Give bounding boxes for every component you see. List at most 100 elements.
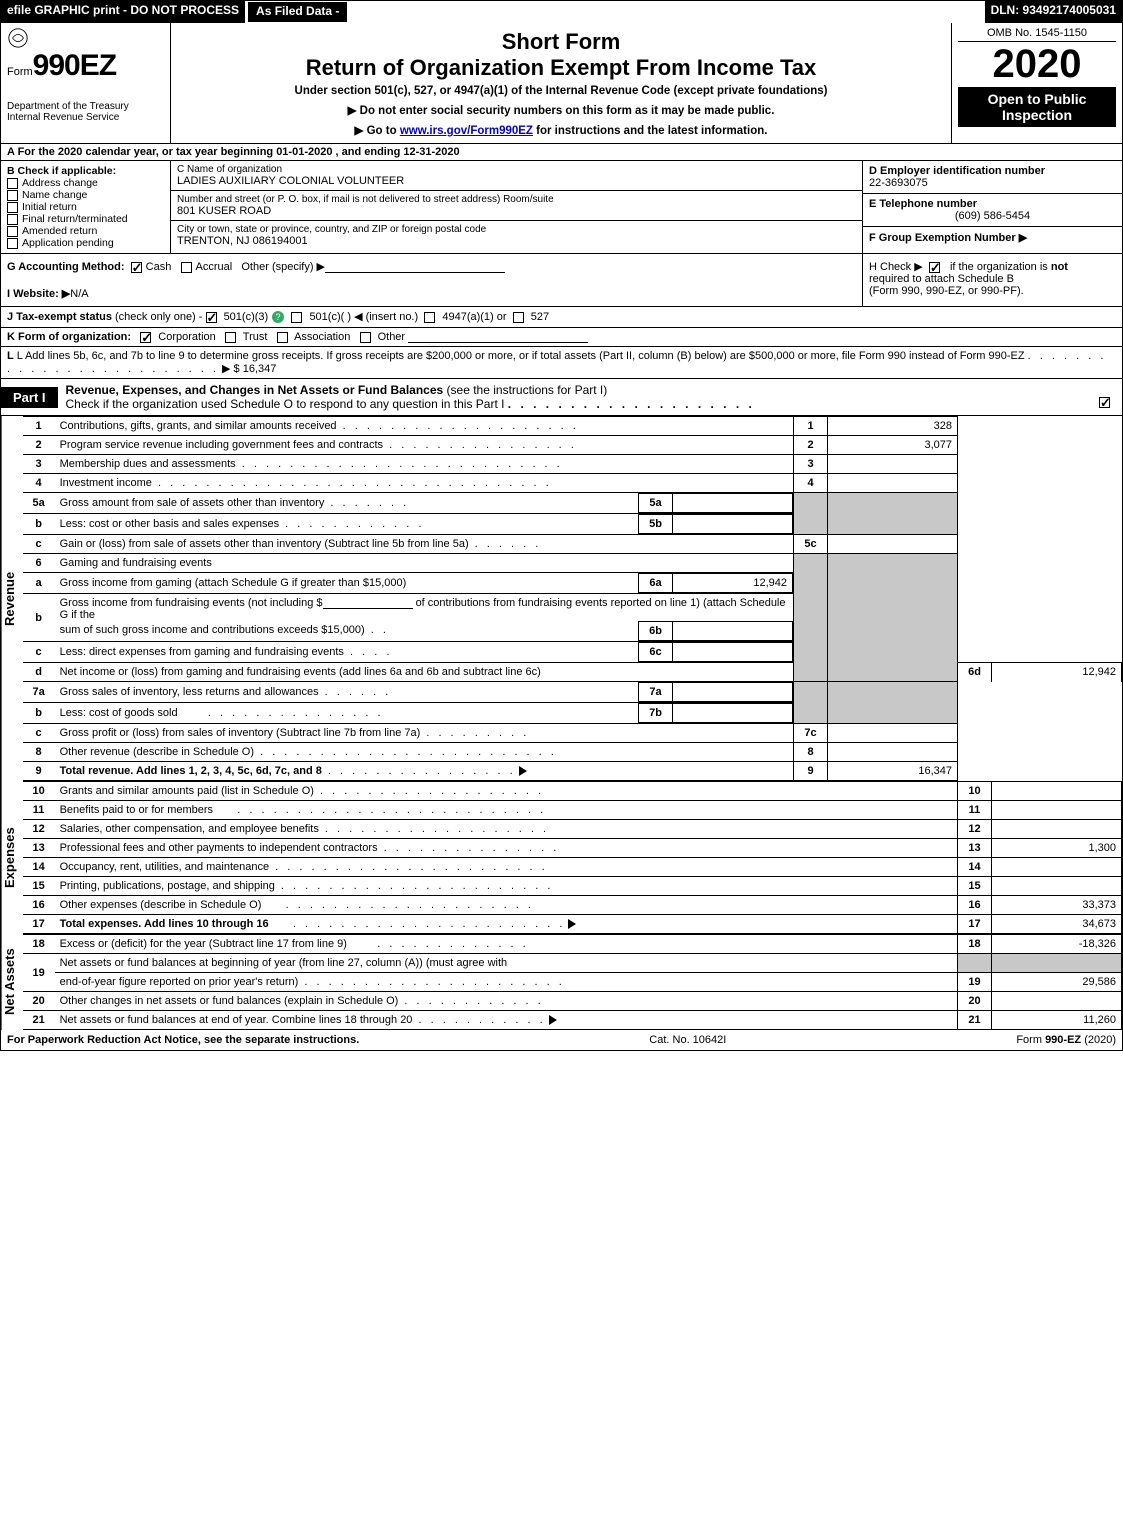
net-assets-section: Net Assets 18 Excess or (deficit) for th… bbox=[1, 934, 1122, 1030]
instruction-line-1: ▶ Do not enter social security numbers o… bbox=[181, 103, 941, 117]
checkbox-4947[interactable] bbox=[424, 312, 435, 323]
form-number-block: Form990EZ Department of the Treasury Int… bbox=[1, 23, 171, 143]
cash-label: Cash bbox=[146, 261, 172, 273]
checkbox-initial-return[interactable]: Initial return bbox=[7, 201, 164, 213]
h-text-2: if the organization is bbox=[950, 261, 1051, 273]
checkbox-association[interactable] bbox=[277, 332, 288, 343]
checkbox-corporation[interactable] bbox=[140, 332, 151, 343]
org-city-label: City or town, state or province, country… bbox=[177, 224, 856, 235]
dots: . . . . . . . . . . . . . . . . . . . . bbox=[508, 397, 755, 411]
org-address-value: 801 KUSER ROAD bbox=[177, 205, 856, 217]
checkbox-schedule-o[interactable] bbox=[1099, 397, 1110, 408]
line-19-value: 29,586 bbox=[992, 973, 1122, 992]
form-subtitle: Under section 501(c), 527, or 4947(a)(1)… bbox=[181, 85, 941, 97]
part-1-paren: (see the instructions for Part I) bbox=[447, 383, 608, 397]
j-rest: (check only one) - bbox=[115, 311, 205, 323]
irs-seal-icon bbox=[7, 27, 29, 49]
ein-label: D Employer identification number bbox=[869, 165, 1116, 177]
checkbox-accrual[interactable] bbox=[181, 262, 192, 273]
line-5c: c Gain or (loss) from sale of assets oth… bbox=[23, 535, 1122, 554]
checkbox-final-return[interactable]: Final return/terminated bbox=[7, 213, 164, 225]
irs-link[interactable]: www.irs.gov/Form990EZ bbox=[400, 125, 533, 137]
checkbox-cash[interactable] bbox=[131, 262, 142, 273]
line-17-value: 34,673 bbox=[992, 915, 1122, 934]
section-bcdef: B Check if applicable: Address change Na… bbox=[1, 161, 1122, 254]
website-value: N/A bbox=[70, 288, 88, 300]
l-text: L Add lines 5b, 6c, and 7b to line 9 to … bbox=[17, 350, 1025, 362]
line-2-value: 3,077 bbox=[828, 436, 958, 455]
checkbox-address-change[interactable]: Address change bbox=[7, 177, 164, 189]
top-bar: efile GRAPHIC print - DO NOT PROCESS As … bbox=[1, 1, 1122, 23]
checkbox-501c3[interactable] bbox=[206, 312, 217, 323]
checkbox-trust[interactable] bbox=[225, 332, 236, 343]
row-k: K Form of organization: Corporation Trus… bbox=[1, 328, 1122, 347]
form-page: efile GRAPHIC print - DO NOT PROCESS As … bbox=[0, 0, 1123, 1051]
other-org-input[interactable] bbox=[408, 331, 588, 343]
arrow-icon bbox=[568, 919, 576, 929]
line-7c-value bbox=[828, 724, 958, 743]
line-7c: c Gross profit or (loss) from sales of i… bbox=[23, 724, 1122, 743]
line-6d: d Net income or (loss) from gaming and f… bbox=[23, 663, 1122, 682]
open-to-public-box: Open to Public Inspection bbox=[958, 87, 1116, 127]
revenue-table: 1 Contributions, gifts, grants, and simi… bbox=[23, 416, 1122, 781]
line-8-value bbox=[828, 743, 958, 762]
line-11-value bbox=[992, 801, 1122, 820]
checkbox-527[interactable] bbox=[513, 312, 524, 323]
line-9: 9 Total revenue. Add lines 1, 2, 3, 4, 5… bbox=[23, 762, 1122, 781]
footer-left: For Paperwork Reduction Act Notice, see … bbox=[7, 1034, 359, 1046]
line-11: 11 Benefits paid to or for members . . .… bbox=[23, 801, 1122, 820]
section-d: D Employer identification number 22-3693… bbox=[863, 161, 1122, 194]
website-label: I Website: ▶ bbox=[7, 288, 70, 300]
checkbox-name-change[interactable]: Name change bbox=[7, 189, 164, 201]
line-5c-value bbox=[828, 535, 958, 554]
irs-label: Internal Revenue Service bbox=[7, 112, 164, 123]
open-line-1: Open to Public bbox=[962, 91, 1112, 107]
checkbox-amended-return[interactable]: Amended return bbox=[7, 225, 164, 237]
header-right-block: OMB No. 1545-1150 2020 Open to Public In… bbox=[952, 23, 1122, 143]
line-14-value bbox=[992, 858, 1122, 877]
line-19b: end-of-year figure reported on prior yea… bbox=[23, 973, 1122, 992]
checkbox-application-pending[interactable]: Application pending bbox=[7, 237, 164, 249]
line-15: 15 Printing, publications, postage, and … bbox=[23, 877, 1122, 896]
line-8: 8 Other revenue (describe in Schedule O)… bbox=[23, 743, 1122, 762]
expenses-side-label: Expenses bbox=[1, 781, 23, 934]
fundraising-amount-input[interactable] bbox=[323, 597, 413, 609]
efile-label: efile GRAPHIC print - DO NOT PROCESS bbox=[1, 1, 245, 23]
arrow-icon bbox=[549, 1015, 557, 1025]
org-name-value: LADIES AUXILIARY COLONIAL VOLUNTEER bbox=[177, 175, 856, 187]
form-header: Form990EZ Department of the Treasury Int… bbox=[1, 23, 1122, 144]
part-1-label: Part I bbox=[1, 387, 58, 408]
h-not: not bbox=[1051, 261, 1068, 273]
svg-text:?: ? bbox=[276, 312, 281, 322]
org-name-label: C Name of organization bbox=[177, 164, 856, 175]
as-filed-label: As Filed Data - bbox=[247, 1, 348, 23]
org-name-row: C Name of organization LADIES AUXILIARY … bbox=[171, 161, 862, 191]
line-15-value bbox=[992, 877, 1122, 896]
line-10: 10 Grants and similar amounts paid (list… bbox=[23, 782, 1122, 801]
opt-trust: Trust bbox=[243, 331, 268, 343]
net-assets-table: 18 Excess or (deficit) for the year (Sub… bbox=[23, 934, 1122, 1030]
part-1-check-line: Check if the organization used Schedule … bbox=[66, 397, 505, 411]
line-9-value: 16,347 bbox=[828, 762, 958, 781]
spacer bbox=[348, 1, 984, 23]
l-value: ▶ $ 16,347 bbox=[222, 363, 276, 375]
group-exemption-label: F Group Exemption Number ▶ bbox=[869, 232, 1027, 244]
checkbox-other-org[interactable] bbox=[360, 332, 371, 343]
h-text-3: required to attach Schedule B bbox=[869, 273, 1014, 285]
section-gh: G Accounting Method: Cash Accrual Other … bbox=[1, 254, 1122, 307]
checkbox-schedule-b[interactable] bbox=[929, 262, 940, 273]
part-1-header-row: Part I Revenue, Expenses, and Changes in… bbox=[1, 379, 1122, 416]
row-j: J Tax-exempt status (check only one) - 5… bbox=[1, 307, 1122, 328]
other-specify-input[interactable] bbox=[325, 261, 505, 273]
phone-value: (609) 586-5454 bbox=[869, 210, 1116, 222]
help-icon[interactable]: ? bbox=[271, 310, 285, 324]
line-14: 14 Occupancy, rent, utilities, and maint… bbox=[23, 858, 1122, 877]
opt-other-org: Other bbox=[378, 331, 406, 343]
checkbox-501c[interactable] bbox=[291, 312, 302, 323]
org-city-row: City or town, state or province, country… bbox=[171, 221, 862, 250]
dln-label: DLN: 93492174005031 bbox=[985, 1, 1122, 23]
instruction-line-2: ▶ Go to www.irs.gov/Form990EZ for instru… bbox=[181, 123, 941, 137]
footer-right: Form 990-EZ (2020) bbox=[1016, 1034, 1116, 1046]
opt-association: Association bbox=[294, 331, 350, 343]
line-6a-value: 12,942 bbox=[673, 574, 793, 593]
